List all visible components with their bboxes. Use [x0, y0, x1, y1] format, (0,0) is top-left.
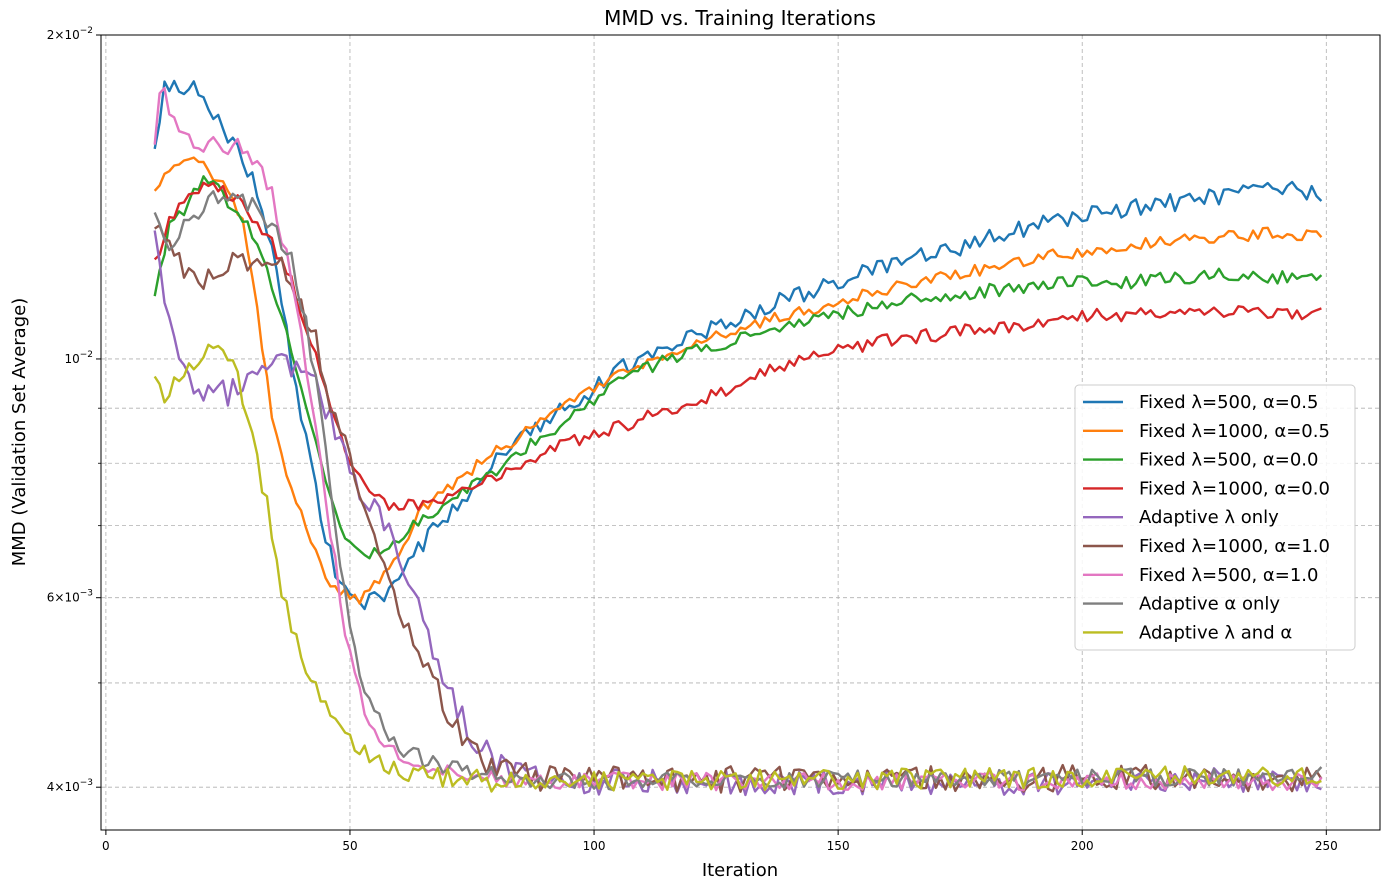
series-line	[153, 190, 1323, 792]
legend-label: Fixed λ=1000, α=0.5	[1139, 421, 1330, 442]
legend-label: Fixed λ=1000, α=1.0	[1139, 536, 1330, 557]
legend-label: Fixed λ=1000, α=0.0	[1139, 478, 1330, 499]
y-tick-label: 10−2	[64, 350, 93, 366]
x-tick-label: 0	[102, 839, 110, 853]
x-axis-label: Iteration	[702, 860, 778, 881]
x-tick-label: 50	[342, 839, 357, 853]
series-line	[154, 224, 1323, 794]
x-tick-label: 200	[1071, 839, 1094, 853]
series-line	[153, 181, 1322, 511]
y-tick-label: 6×10−3	[47, 589, 93, 605]
y-axis-label: MMD (Validation Set Average)	[9, 298, 30, 567]
x-axis-ticks: 0 50 100 150 200 250	[102, 830, 1338, 853]
series-line	[153, 175, 1323, 560]
series-line	[153, 343, 1322, 793]
series-line	[153, 79, 1323, 611]
x-tick-label: 250	[1315, 839, 1338, 853]
chart-title: MMD vs. Training Iterations	[604, 6, 876, 30]
legend-label: Fixed λ=500, α=0.5	[1139, 392, 1318, 413]
legend-label: Adaptive λ and α	[1139, 622, 1292, 643]
legend-label: Adaptive λ only	[1139, 507, 1279, 528]
legend-label: Fixed λ=500, α=0.0	[1139, 450, 1318, 471]
legend-label: Fixed λ=500, α=1.0	[1139, 565, 1318, 586]
plot-frame	[100, 34, 1381, 831]
y-tick-label: 4×10−3	[47, 778, 93, 794]
x-tick-label: 150	[827, 839, 850, 853]
series-lines	[153, 79, 1323, 797]
y-tick-label: 2×10−2	[47, 26, 93, 42]
legend-box	[1074, 384, 1356, 651]
legend-label: Adaptive α only	[1139, 594, 1280, 615]
x-tick-label: 100	[583, 839, 606, 853]
series-line	[153, 156, 1323, 605]
y-axis-ticks: 4×10−3 6×10−3 10−2 2×10−2	[47, 26, 101, 794]
legend: Fixed λ=500, α=0.5 Fixed λ=1000, α=0.5 Fix…	[1074, 384, 1356, 651]
